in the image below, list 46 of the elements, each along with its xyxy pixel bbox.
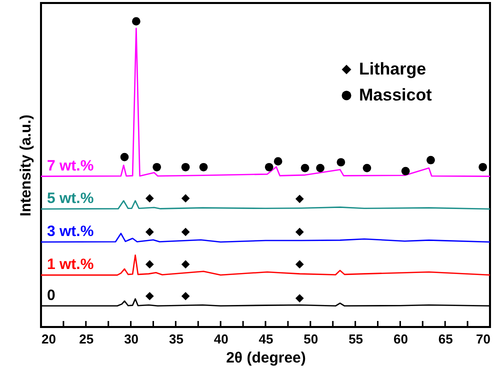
point: [145, 260, 154, 269]
point: [145, 228, 154, 236]
point: [295, 294, 304, 302]
point: [145, 292, 154, 300]
legend-label: Massicot: [359, 86, 432, 104]
x-tick-label: 70: [476, 332, 490, 346]
x-tick-label: 60: [393, 332, 408, 346]
x-tick-label: 35: [168, 332, 184, 346]
x-tick-label: 25: [79, 332, 94, 346]
x-tick-label: 20: [42, 332, 56, 346]
x-tick-label: 45: [258, 332, 274, 346]
series-label: 1 wt.%: [47, 256, 94, 274]
series-label: 5 wt.%: [47, 190, 94, 208]
point: [362, 164, 372, 172]
point: [181, 162, 190, 172]
series-label: 0: [47, 286, 56, 304]
point: [316, 164, 324, 172]
point: [181, 292, 190, 300]
x-tick-label: 40: [214, 332, 228, 346]
point: [295, 228, 304, 236]
point: [181, 228, 190, 236]
x-tick-label: 30: [124, 332, 139, 346]
x-tick-label: 50: [304, 332, 318, 346]
point: [336, 158, 346, 166]
point: [401, 166, 410, 176]
point: [199, 162, 208, 172]
point: [145, 194, 154, 202]
point: [300, 164, 310, 172]
x-tick-label: 65: [438, 332, 453, 346]
legend-label: Litharge: [359, 60, 426, 78]
point: [120, 152, 129, 162]
point: [478, 162, 487, 172]
point: [181, 194, 190, 202]
point: [274, 157, 282, 166]
point: [295, 260, 304, 269]
x-axis-title: 2θ (degree): [226, 350, 306, 366]
point: [132, 17, 140, 26]
point: [295, 194, 304, 204]
series-label: 7 wt.%: [47, 157, 94, 174]
y-axis-title: Intensity (a.u.): [18, 114, 34, 216]
point: [426, 156, 435, 164]
point: [181, 260, 190, 269]
point: [152, 162, 162, 172]
point: [264, 162, 274, 172]
series-label: 3 wt.%: [47, 223, 94, 240]
x-tick-label: 55: [348, 332, 364, 346]
